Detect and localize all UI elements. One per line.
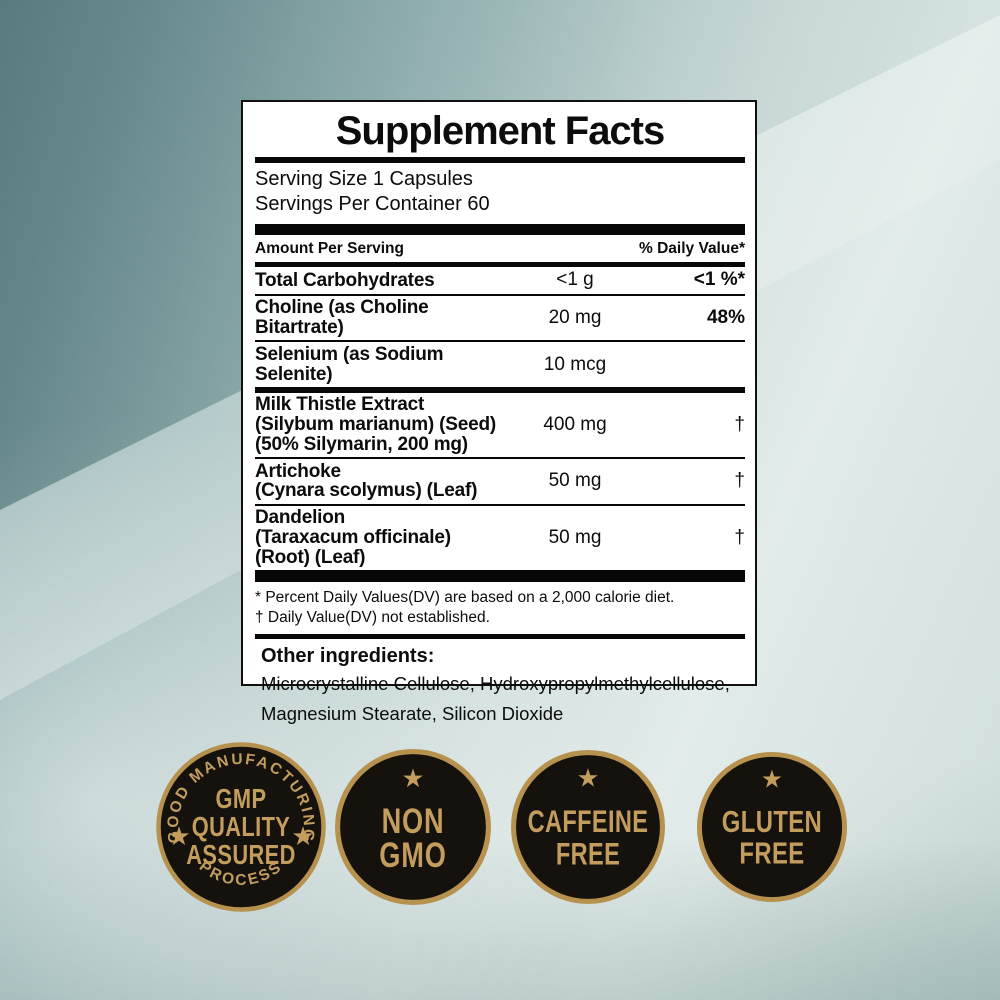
other-ingredients-section: Other ingredients: Microcrystalline Cell… <box>255 639 745 724</box>
daily-value-dagger: † <box>734 526 745 548</box>
divider-bar <box>255 634 745 640</box>
table-header: Amount Per Serving % Daily Value* <box>255 235 745 262</box>
amount-value: 10 mcg <box>543 353 607 375</box>
table-row: Selenium (as Sodium Selenite) 10 mcg <box>255 340 745 387</box>
daily-value-dagger: † <box>734 470 745 492</box>
table-row: Total Carbohydrates <1 g <1 %* <box>255 267 745 294</box>
table-row: Choline (as Choline Bitartrate) 20 mg 48… <box>255 293 745 341</box>
divider-bar-thick <box>255 569 745 582</box>
nutrient-name: Selenium (as Sodium Selenite) <box>255 343 444 385</box>
amount-value: 50 mg <box>548 470 602 492</box>
supplement-facts-panel: Supplement Facts Serving Size 1 Capsules… <box>241 100 757 724</box>
nutrient-name: Artichoke <box>255 460 341 482</box>
serving-info: Serving Size 1 Capsules Servings Per Con… <box>255 163 745 224</box>
servings-per-container: Servings Per Container 60 <box>255 193 490 216</box>
footnote-daily-value: * Percent Daily Values(DV) are based on … <box>255 588 675 606</box>
table-row: Milk Thistle Extract (Silybum marianum) … <box>255 393 745 457</box>
amount-value: 50 mg <box>548 526 602 548</box>
nutrient-name-line3: (Root) (Leaf) <box>255 546 366 568</box>
divider-bar <box>255 386 745 393</box>
table-row: Dandelion (Taraxacum officinale) (Root) … <box>255 503 745 570</box>
nutrient-name: Milk Thistle Extract <box>255 394 425 416</box>
daily-value: 48% <box>706 307 745 329</box>
nutrient-name: Choline (as Choline Bitartrate) <box>255 297 429 339</box>
nutrient-name-line3: (50% Silymarin, 200 mg) <box>255 433 468 455</box>
nutrient-rows-group-1: Total Carbohydrates <1 g <1 %* Choline (… <box>255 267 745 387</box>
table-row: Artichoke (Cynara scolymus) (Leaf) 50 mg… <box>255 457 745 504</box>
nutrient-name-line2: (Cynara scolymus) (Leaf) <box>255 480 478 502</box>
nutrient-name-line2: (Silybum marianum) (Seed) <box>255 414 496 436</box>
footnotes: * Percent Daily Values(DV) are based on … <box>255 582 745 634</box>
daily-value-header: % Daily Value* <box>639 239 745 257</box>
divider-bar <box>255 261 745 267</box>
nutrient-name: Dandelion <box>255 507 346 529</box>
daily-value: <1 %* <box>693 269 745 291</box>
other-ingredients-line: Magnesium Stearate, Silicon Dioxide <box>261 702 564 724</box>
nutrient-name: Total Carbohydrates <box>255 269 435 291</box>
panel-title: Supplement Facts <box>335 109 666 153</box>
nutrient-rows-group-2: Milk Thistle Extract (Silybum marianum) … <box>255 393 745 570</box>
amount-per-serving-header: Amount Per Serving <box>255 239 404 257</box>
amount-value: 20 mg <box>548 307 602 329</box>
divider-bar <box>255 156 745 163</box>
amount-value: 400 mg <box>543 414 607 436</box>
amount-value: <1 g <box>556 269 594 291</box>
other-ingredients-label: Other ingredients: <box>261 645 435 668</box>
divider-bar-thick <box>255 223 745 235</box>
daily-value-dagger: † <box>734 414 745 436</box>
serving-size: Serving Size 1 Capsules <box>255 167 473 190</box>
other-ingredients-line: Microcrystalline Cellulose, Hydroxypropy… <box>261 673 730 695</box>
nutrient-name-line2: (Taraxacum officinale) <box>255 526 451 548</box>
footnote-dagger: † Daily Value(DV) not established. <box>255 609 490 627</box>
